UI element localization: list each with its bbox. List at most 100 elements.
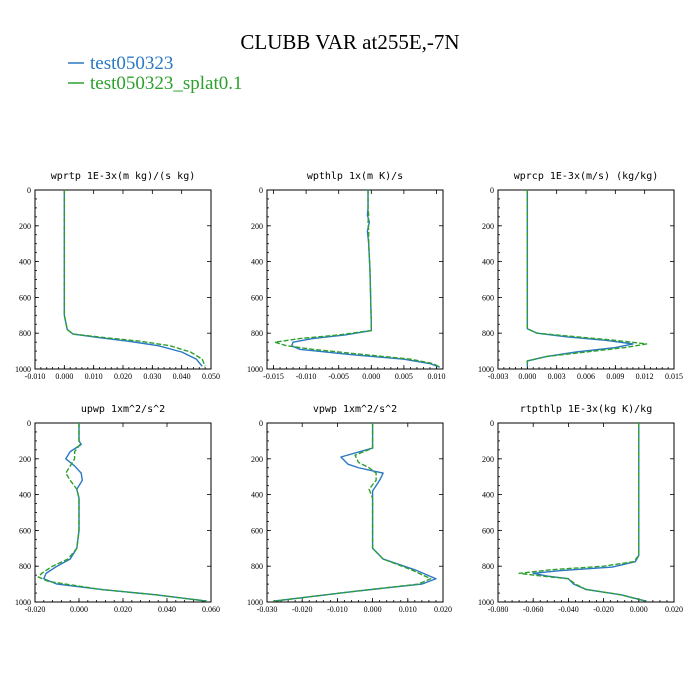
y-tick-label: 800 (251, 562, 263, 571)
y-tick-label: 200 (482, 222, 494, 231)
y-tick-label: 600 (251, 293, 263, 302)
x-tick-label: -0.020 (593, 605, 614, 614)
series-line-test050323-splat (274, 190, 441, 368)
y-tick-label: 800 (19, 329, 31, 338)
y-tick-label: 600 (482, 526, 494, 535)
legend-label-test050323-splat: test050323_splat0.1 (90, 73, 243, 94)
series-line-test050323 (291, 190, 440, 368)
x-tick-label: -0.010 (327, 605, 348, 614)
y-tick-label: 600 (19, 526, 31, 535)
x-tick-label: 0.012 (636, 372, 654, 381)
x-tick-label: 0.000 (364, 605, 382, 614)
y-tick-label: 400 (482, 491, 494, 500)
x-tick-label: 0.020 (665, 605, 683, 614)
series-line-test050323-splat (273, 423, 432, 602)
y-tick-label: 600 (251, 526, 263, 535)
y-tick-label: 0 (27, 419, 31, 428)
plot-frame-rtpthlp (497, 422, 675, 603)
panels-grid: wprtp 1E-3x(m kg)/(s kg) -0.010 0.000 0.010… (15, 171, 683, 614)
series-line-test050323-splat (518, 423, 647, 602)
y-tick-label: 800 (251, 329, 263, 338)
panel-rtpthlp: rtpthlp 1E-3x(kg K)/kg -0.080 -0.060 -0.040… (478, 404, 683, 614)
plot-frame-wprtp (34, 189, 212, 370)
x-tick-label: 0.020 (114, 372, 132, 381)
series-line-test050323 (532, 423, 647, 602)
x-tick-label: -0.080 (488, 605, 509, 614)
y-tick-label: 400 (19, 491, 31, 500)
x-tick-label: 0.000 (362, 372, 380, 381)
y-tick-label: 0 (259, 186, 263, 195)
legend: test050323 test050323_splat0.1 (68, 53, 243, 94)
y-tick-label: 600 (482, 293, 494, 302)
x-tick-label: 0.015 (665, 372, 683, 381)
y-tick-label: 0 (259, 419, 263, 428)
panel-upwp: upwp 1xm^2/s^2 -0.020 0.000 0.020 0.040 0.060… (15, 404, 220, 614)
panel-title-wprcp: wprcp 1E-3x(m/s) (kg/kg) (514, 171, 659, 182)
x-tick-label: 0.000 (70, 605, 88, 614)
series-line-test050323 (43, 423, 207, 602)
x-tick-label: 0.040 (173, 372, 191, 381)
x-tick-label: 0.000 (518, 372, 536, 381)
y-tick-label: 400 (19, 258, 31, 267)
y-tick-label: 200 (19, 455, 31, 464)
panel-wpthlp: wpthlp 1x(m K)/s -0.015 -0.010 -0.005 0.000 0… (247, 171, 445, 381)
y-tick-label: 800 (482, 329, 494, 338)
y-tick-label: 600 (19, 293, 31, 302)
x-tick-label: 0.006 (577, 372, 595, 381)
y-tick-label: 200 (251, 222, 263, 231)
panel-title-wprtp: wprtp 1E-3x(m kg)/(s kg) (51, 171, 196, 182)
x-tick-label: 0.005 (395, 372, 413, 381)
x-tick-label: -0.020 (292, 605, 313, 614)
y-tick-label: 0 (490, 419, 494, 428)
series-line-test050323 (526, 190, 634, 367)
x-tick-label: -0.040 (558, 605, 579, 614)
x-tick-label: -0.060 (523, 605, 544, 614)
y-tick-label: 1000 (478, 365, 494, 374)
figure-title: CLUBB VAR at255E,-7N (240, 30, 459, 54)
y-tick-label: 1000 (15, 598, 31, 607)
x-tick-label: 0.020 (114, 605, 132, 614)
x-tick-label: 0.009 (606, 372, 624, 381)
y-tick-label: 400 (251, 491, 263, 500)
panel-title-vpwp: vpwp 1xm^2/s^2 (313, 404, 397, 415)
x-tick-label: 0.050 (202, 372, 220, 381)
x-tick-label: -0.003 (488, 372, 509, 381)
x-tick-label: 0.060 (202, 605, 220, 614)
y-tick-label: 200 (19, 222, 31, 231)
y-tick-label: 0 (490, 186, 494, 195)
x-tick-label: -0.015 (263, 372, 284, 381)
x-tick-label: -0.030 (257, 605, 278, 614)
panel-vpwp: vpwp 1xm^2/s^2 -0.030 -0.020 -0.010 0.000 0.0… (247, 404, 452, 614)
x-tick-label: 0.010 (399, 605, 417, 614)
series-line-test050323-splat (526, 190, 648, 367)
y-tick-label: 1000 (478, 598, 494, 607)
panel-wprcp: wprcp 1E-3x(m/s) (kg/kg) -0.003 0.000 0.003… (478, 171, 683, 381)
x-tick-label: -0.010 (296, 372, 317, 381)
panel-wprtp: wprtp 1E-3x(m kg)/(s kg) -0.010 0.000 0.010… (15, 171, 220, 381)
y-tick-label: 400 (251, 258, 263, 267)
x-tick-label: 0.000 (630, 605, 648, 614)
x-tick-label: -0.010 (25, 372, 46, 381)
x-tick-label: 0.010 (427, 372, 445, 381)
panel-title-wpthlp: wpthlp 1x(m K)/s (307, 171, 403, 182)
panel-title-upwp: upwp 1xm^2/s^2 (81, 404, 165, 415)
panel-title-rtpthlp: rtpthlp 1E-3x(kg K)/kg (520, 404, 652, 415)
series-line-test050323-splat (63, 190, 206, 367)
y-tick-label: 200 (251, 455, 263, 464)
y-tick-label: 400 (482, 258, 494, 267)
x-tick-label: 0.000 (55, 372, 73, 381)
plot-frame-vpwp (266, 422, 444, 603)
series-line-test050323 (273, 423, 437, 602)
y-tick-label: 1000 (247, 598, 263, 607)
x-tick-label: 0.010 (85, 372, 103, 381)
x-tick-label: 0.020 (434, 605, 452, 614)
x-tick-label: 0.003 (548, 372, 566, 381)
x-tick-label: 0.030 (143, 372, 161, 381)
legend-label-test050323: test050323 (90, 53, 173, 74)
y-tick-label: 1000 (247, 365, 263, 374)
y-tick-label: 1000 (15, 365, 31, 374)
plot-frame-wprcp (497, 189, 675, 370)
x-tick-label: -0.020 (25, 605, 46, 614)
y-tick-label: 0 (27, 186, 31, 195)
